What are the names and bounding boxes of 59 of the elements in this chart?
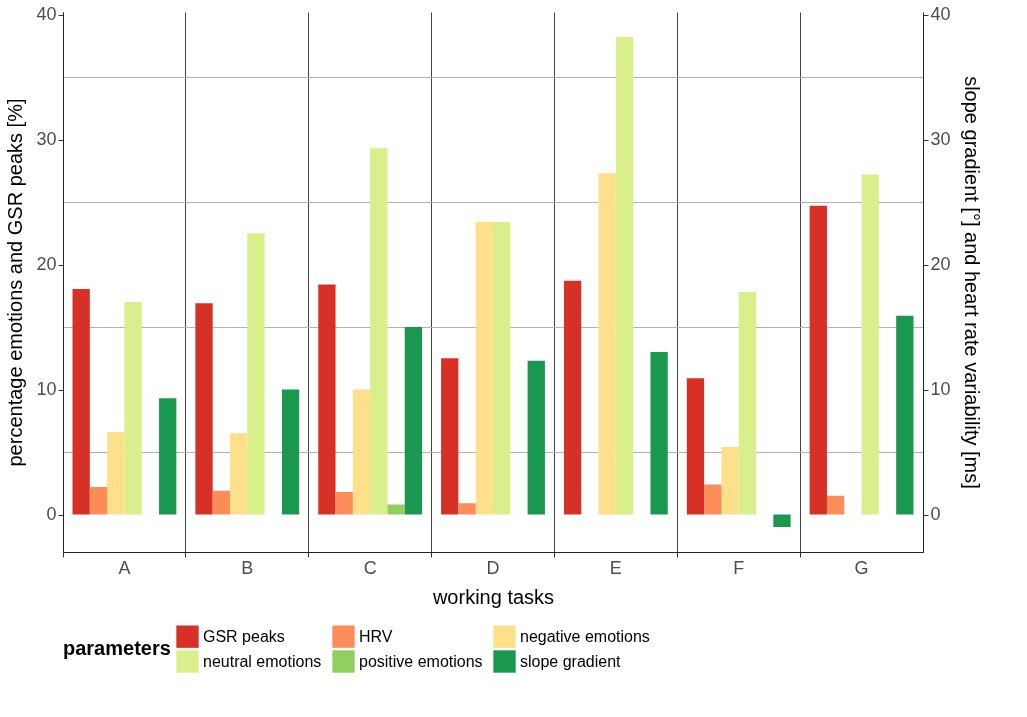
x-tick-label: E: [609, 557, 622, 578]
bar: [615, 37, 634, 515]
x-axis-title: working tasks: [431, 585, 555, 608]
bar: [475, 222, 493, 515]
y2-tick-label: 40: [930, 4, 951, 24]
bar: [247, 233, 265, 515]
bar: [387, 504, 405, 515]
bar: [809, 205, 827, 515]
bar: [404, 327, 423, 515]
y-tick-label: 0: [46, 504, 57, 524]
legend-label: positive emotions: [359, 652, 483, 670]
bar: [107, 432, 125, 515]
bar: [458, 503, 476, 515]
y2-tick-label: 0: [930, 504, 941, 524]
bar: [195, 303, 213, 515]
y-tick-label: 20: [36, 254, 57, 274]
bar: [896, 315, 914, 515]
bar: [650, 352, 668, 515]
x-tick-label: A: [118, 557, 131, 578]
x-tick-label: B: [241, 557, 254, 578]
bar: [229, 433, 248, 515]
bar: [441, 358, 459, 515]
bar: [72, 288, 90, 515]
bar: [124, 302, 142, 515]
legend-label: neutral emotions: [203, 652, 322, 670]
bar: [826, 495, 845, 515]
legend-label: HRV: [359, 627, 393, 645]
bar: [738, 292, 757, 515]
x-tick-label: G: [854, 557, 869, 578]
x-tick-label: D: [486, 557, 500, 578]
bar: [159, 398, 177, 515]
bar: [352, 389, 371, 515]
bar: [281, 389, 300, 515]
bar: [212, 490, 230, 515]
bar: [773, 514, 791, 527]
legend-title: parameters: [63, 637, 171, 659]
bar: [721, 447, 739, 515]
legend-label: GSR peaks: [203, 627, 285, 645]
y2-tick-label: 20: [930, 254, 951, 274]
y-axis-title: percentage emotions and GSR peaks [%]: [4, 98, 27, 467]
y2-tick-label: 10: [930, 379, 951, 399]
legend-label: negative emotions: [520, 627, 650, 645]
bar: [598, 173, 616, 515]
bar: [527, 360, 545, 515]
bar: [686, 378, 705, 515]
bar: [370, 148, 388, 515]
bar: [318, 284, 336, 515]
x-tick-label: F: [733, 557, 745, 578]
y2-tick-label: 30: [930, 129, 951, 149]
y2-axis-title: slope gradient [°] and heart rate variability [ms]: [960, 76, 983, 489]
bar: [335, 492, 353, 515]
y-tick-label: 10: [36, 379, 57, 399]
bar: [563, 280, 582, 515]
y-tick-label: 40: [36, 4, 57, 24]
y-tick-label: 30: [36, 129, 57, 149]
legend-label: slope gradient: [520, 652, 622, 670]
bar: [493, 222, 511, 515]
x-tick-label: C: [363, 557, 377, 578]
bar: [861, 174, 879, 515]
